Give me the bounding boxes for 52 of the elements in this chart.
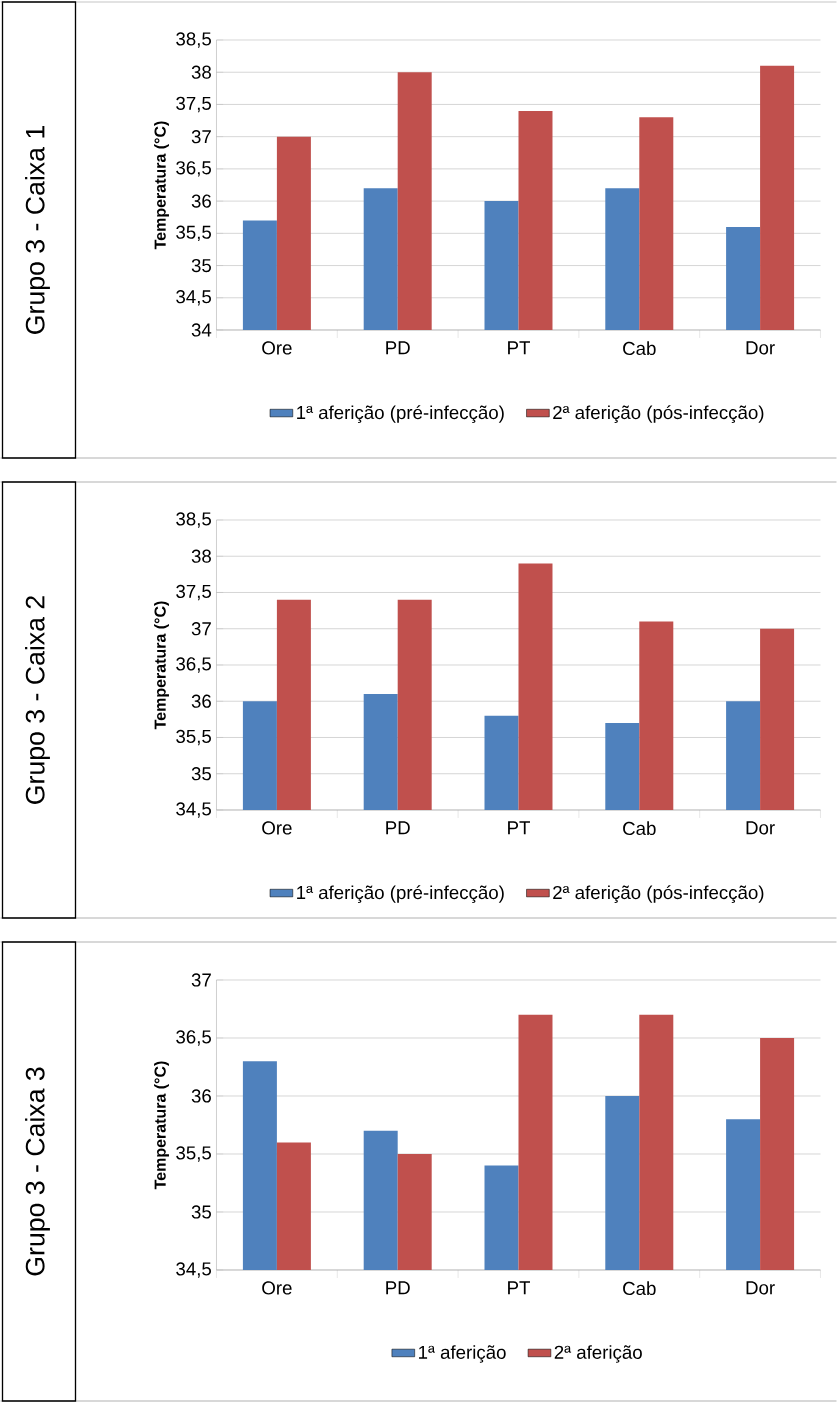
x-tick-label: Ore [262,341,292,355]
y-tick-label: 35 [191,1205,211,1219]
x-tick-label: PT [508,1281,530,1295]
y-tick-label: 34,5 [176,290,211,306]
y-tick-label: 37,5 [176,96,211,113]
legend-label: 2ª aferição (pós-infecção) [553,885,764,903]
x-tick-label: Cab [623,1281,656,1296]
legend-label: 2ª aferição (pós-infecção) [553,405,764,423]
y-tick-label: 34,5 [176,1262,211,1278]
y-axis-title: Temperatura (°C) [154,601,169,730]
y-tick-label: 35,5 [176,225,211,242]
x-tick-label: PT [508,821,530,835]
y-tick-label: 37 [191,622,211,636]
y-tick-label: 37 [191,973,211,987]
legend-label: 1ª aferição (pré-infecção) [297,405,504,423]
text: Grupo 3 - Caixa 2 [25,596,50,804]
text: Grupo 3 - Caixa 3 [25,1067,50,1276]
y-tick-label: 35,5 [176,1146,211,1162]
legend-label: 2ª aferição [554,1345,642,1363]
y-tick-label: 37 [191,130,211,144]
y-axis-title: Temperatura (°C) [154,121,169,250]
y-tick-label: 34 [191,323,212,337]
legend-label: 1ª aferição (pré-infecção) [297,885,504,903]
y-tick-label: 38 [191,65,211,79]
x-tick-label: Dor [746,821,775,835]
y-tick-label: 38 [191,549,211,563]
y-tick-label: 35 [191,767,211,781]
legend-label: 1ª aferição [419,1345,506,1363]
y-tick-label: 34,5 [176,802,211,818]
y-tick-label: 36,5 [176,1030,211,1046]
y-tick-label: 38,5 [176,32,211,48]
x-tick-label: Ore [262,821,292,835]
y-tick-label: 38,5 [176,512,211,528]
x-tick-label: Dor [746,1281,775,1295]
x-tick-label: Ore [262,1281,292,1295]
x-tick-label: PD [386,1281,410,1295]
y-tick-label: 36 [191,1089,211,1103]
x-tick-label: Cab [623,821,656,836]
y-tick-label: 36,5 [176,657,211,673]
y-tick-label: 36 [191,194,211,208]
y-tick-label: 36,5 [176,161,211,177]
y-tick-label: 35,5 [176,729,211,746]
x-tick-label: PD [386,821,410,835]
x-tick-label: PD [386,341,410,355]
x-tick-label: PT [508,341,530,355]
text: Grupo 3 - Caixa 1 [25,126,50,334]
y-tick-label: 35 [191,258,211,273]
y-axis-title: Temperatura (°C) [154,1061,169,1190]
y-tick-label: 36 [191,694,211,708]
x-tick-label: Cab [623,341,656,356]
x-tick-label: Dor [746,341,775,355]
y-tick-label: 37,5 [176,584,211,601]
